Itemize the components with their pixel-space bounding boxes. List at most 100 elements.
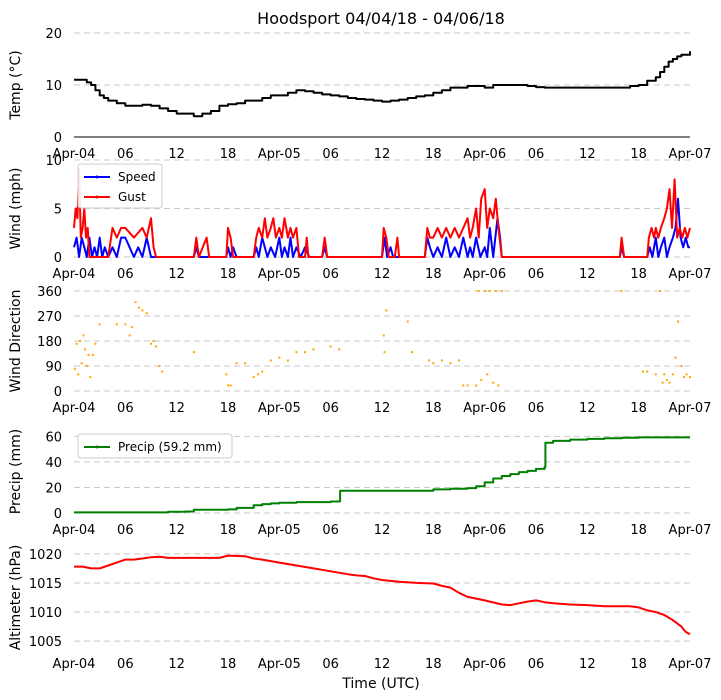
y-axis-label-alt: Altimeter (hPa)	[8, 545, 24, 651]
x-tick-label-wind-6: 12	[374, 267, 391, 282]
series-alt-altimeter	[74, 554, 691, 636]
x-tick-label-wind-5: 06	[322, 267, 339, 282]
y-axis-label-precip: Precip (mm)	[8, 429, 24, 514]
series-wdir-direction-point-8	[87, 353, 90, 356]
series-wdir-direction-point-76	[677, 320, 680, 323]
x-tick-label-wdir-11: 18	[630, 401, 647, 416]
x-tick-label-precip-0: Apr-04	[53, 523, 96, 538]
x-tick-label-alt-11: 18	[630, 657, 647, 672]
series-wdir-direction-point-35	[269, 359, 272, 362]
x-tick-label-temp-2: 12	[168, 147, 185, 162]
series-wdir-direction-point-64	[500, 290, 503, 292]
x-tick-label-wdir-5: 06	[322, 401, 339, 416]
series-wdir-direction-point-31	[244, 362, 247, 365]
series-wdir-direction-point-5	[82, 334, 85, 337]
x-tick-label-wind-12: Apr-07	[669, 267, 712, 282]
series-wdir-direction-point-30	[235, 362, 238, 365]
x-tick-label-wdir-8: Apr-06	[463, 401, 506, 416]
x-tick-label-precip-11: 18	[630, 523, 647, 538]
series-wdir-direction-point-25	[161, 370, 164, 373]
x-tick-label-wdir-10: 12	[579, 401, 596, 416]
y-tick-label-precip-0: 0	[54, 507, 62, 522]
series-wdir-direction-point-0	[73, 367, 76, 370]
series-wdir-direction-point-29	[229, 384, 232, 387]
series-wdir-direction-point-36	[278, 356, 281, 359]
x-tick-label-wdir-7: 18	[425, 401, 442, 416]
series-wdir-direction-point-11	[94, 342, 97, 345]
x-tick-label-wind-10: 12	[579, 267, 596, 282]
y-tick-label-wdir-2: 180	[37, 335, 62, 350]
series-wdir-direction-point-68	[654, 373, 657, 376]
series-wdir-direction-point-71	[663, 373, 666, 376]
series-wdir-direction-point-2	[77, 373, 80, 376]
series-wdir-direction-point-79	[685, 373, 688, 376]
y-tick-label-precip-2: 40	[45, 456, 62, 471]
legend-label-precip-precip-59-2-mm: Precip (59.2 mm)	[118, 440, 222, 454]
legend-label-wind-gust: Gust	[118, 190, 146, 204]
series-wdir-direction-point-24	[158, 365, 161, 367]
legend-marker-wind-gust	[95, 195, 99, 199]
series-wdir-direction-point-32	[252, 376, 255, 379]
series-wdir-direction-point-56	[477, 290, 480, 292]
y-tick-label-wind-0: 0	[54, 251, 62, 266]
series-wdir-direction-point-13	[115, 323, 118, 326]
series-wdir-direction-point-21	[150, 342, 152, 345]
y-axis-label-temp: Temp (°C)	[8, 50, 24, 120]
x-tick-label-precip-6: 12	[374, 523, 391, 538]
x-tick-label-wdir-2: 12	[168, 401, 185, 416]
series-wdir-direction-point-49	[432, 362, 435, 365]
x-tick-label-temp-12: Apr-07	[669, 147, 712, 162]
y-tick-label-wdir-0: 0	[54, 385, 62, 400]
series-wdir-direction-point-48	[428, 359, 431, 362]
x-tick-label-temp-8: Apr-06	[463, 147, 506, 162]
x-tick-label-alt-4: Apr-05	[258, 657, 301, 672]
panel-temp: 0 10 20 Apr-04 06 12 18 Apr-05 06 12 18 Apr-06 06 12 1…	[8, 27, 711, 162]
x-tick-label-alt-1: 06	[117, 657, 134, 672]
series-wdir-direction-point-58	[483, 290, 486, 292]
x-tick-label-wdir-1: 06	[117, 401, 134, 416]
series-wdir-direction-point-7	[85, 365, 88, 367]
series-wdir-direction-point-28	[227, 384, 229, 387]
y-tick-label-wind-2: 10	[45, 154, 62, 169]
x-tick-label-alt-7: 18	[425, 657, 442, 672]
series-wdir-direction-point-42	[338, 348, 341, 351]
series-wind-gust	[73, 168, 691, 258]
series-wdir-direction-point-15	[128, 334, 131, 337]
x-tick-label-wdir-12: Apr-07	[669, 401, 712, 416]
series-wdir-direction-point-33	[256, 373, 259, 376]
series-wdir-direction-point-45	[385, 309, 388, 312]
series-wdir-direction-point-50	[440, 359, 443, 362]
series-wdir-direction-point-37	[286, 359, 289, 362]
series-wdir-direction-point-57	[480, 378, 483, 381]
series-wdir-direction-point-62	[494, 290, 497, 292]
x-tick-label-alt-8: Apr-06	[463, 657, 506, 672]
y-tick-label-temp-2: 20	[45, 27, 62, 42]
series-wdir-direction-point-22	[152, 340, 155, 342]
x-tick-label-temp-3: 18	[220, 147, 237, 162]
series-wdir-direction-point-59	[486, 373, 489, 376]
series-wdir-direction-point-78	[683, 376, 686, 379]
x-tick-label-precip-1: 06	[117, 523, 134, 538]
x-tick-label-temp-0: Apr-04	[53, 147, 96, 162]
series-wdir-direction-point-38	[295, 351, 298, 354]
y-tick-label-alt-3: 1020	[29, 548, 62, 563]
series-wdir-direction-point-43	[382, 334, 385, 337]
x-tick-label-wind-4: Apr-05	[258, 267, 301, 282]
panel-wdir: 0 90 180 270 360 Apr-04 06 12 18 Apr-05 06 12 18 Apr-…	[8, 285, 711, 416]
x-tick-label-wind-11: 18	[630, 267, 647, 282]
series-wdir-direction-point-61	[492, 381, 495, 384]
series-wdir-direction-point-39	[304, 351, 306, 354]
series-wdir-direction-point-16	[131, 326, 134, 329]
x-tick-label-wind-7: 18	[425, 267, 442, 282]
x-tick-label-precip-10: 12	[579, 523, 596, 538]
x-tick-label-precip-8: Apr-06	[463, 523, 506, 538]
series-wdir-direction-point-27	[225, 373, 228, 376]
y-axis-label-wdir: Wind Direction	[8, 290, 24, 393]
series-wdir-direction-point-73	[668, 381, 671, 384]
legend-marker-precip-precip-59-2-mm	[95, 445, 99, 449]
series-wdir-direction-point-77	[680, 365, 683, 367]
series-wdir-direction-point-6	[84, 348, 87, 351]
panel-wind: 0 5 10 Apr-04 06 12 18 Apr-05 06 12 18 Apr-06 06 12 18…	[8, 154, 711, 282]
x-tick-label-alt-9: 06	[528, 657, 545, 672]
